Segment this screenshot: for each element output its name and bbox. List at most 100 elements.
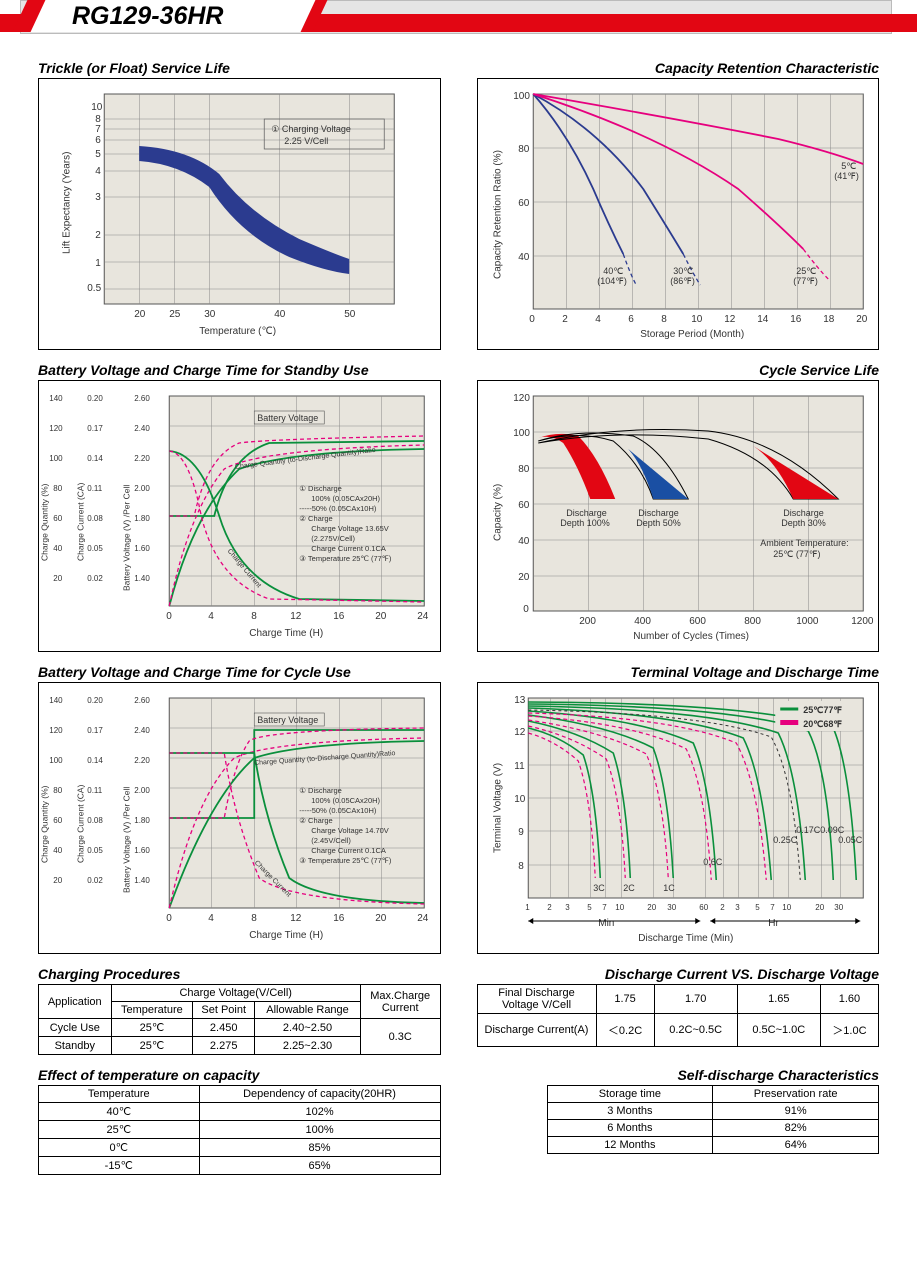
svg-text:0: 0 — [523, 604, 529, 615]
title-selfdis: Self-discharge Characteristics — [477, 1067, 880, 1083]
chart-cycleuse: Battery Voltage Charge Quantity (to-Disc… — [38, 682, 441, 954]
svg-text:Storage Period (Month): Storage Period (Month) — [640, 329, 744, 340]
svg-text:1.80: 1.80 — [134, 816, 150, 825]
svg-text:10: 10 — [782, 903, 791, 912]
svg-text:40: 40 — [53, 846, 62, 855]
svg-text:6: 6 — [628, 314, 634, 325]
svg-text:10: 10 — [91, 102, 103, 113]
table-charging: Application Charge Voltage(V/Cell) Max.C… — [38, 984, 441, 1055]
svg-text:200: 200 — [579, 616, 596, 627]
svg-text:1: 1 — [525, 903, 530, 912]
svg-text:7: 7 — [602, 903, 607, 912]
svg-text:9: 9 — [518, 827, 524, 838]
svg-text:0.11: 0.11 — [87, 786, 103, 795]
svg-text:0.02: 0.02 — [87, 876, 103, 885]
svg-text:60: 60 — [518, 500, 530, 511]
svg-text:20: 20 — [375, 913, 387, 924]
title-cyclelife: Cycle Service Life — [477, 362, 880, 378]
svg-text:(41℉): (41℉) — [834, 171, 859, 181]
svg-text:3: 3 — [565, 903, 570, 912]
svg-text:1.60: 1.60 — [134, 544, 150, 553]
svg-text:Discharge: Discharge — [566, 508, 607, 518]
svg-text:120: 120 — [49, 726, 63, 735]
svg-text:Battery Voltage (V) /Per Cell: Battery Voltage (V) /Per Cell — [121, 787, 131, 893]
svg-text:80: 80 — [53, 786, 62, 795]
svg-text:80: 80 — [518, 144, 530, 155]
svg-text:16: 16 — [790, 314, 802, 325]
svg-text:Charge Current 0.1CA: Charge Current 0.1CA — [311, 544, 386, 553]
svg-text:2.40: 2.40 — [134, 424, 150, 433]
svg-text:7: 7 — [770, 903, 775, 912]
title-discharge: Discharge Current VS. Discharge Voltage — [477, 966, 880, 982]
svg-text:2: 2 — [547, 903, 552, 912]
title-charging: Charging Procedures — [38, 966, 441, 982]
svg-text:24: 24 — [417, 913, 429, 924]
svg-text:30: 30 — [204, 309, 216, 320]
svg-text:40℃: 40℃ — [603, 266, 623, 276]
svg-text:25: 25 — [169, 309, 181, 320]
svg-text:120: 120 — [49, 424, 63, 433]
svg-text:0: 0 — [166, 611, 172, 622]
svg-text:0.6C: 0.6C — [703, 857, 723, 867]
svg-text:8: 8 — [518, 861, 524, 872]
svg-text:8: 8 — [251, 611, 257, 622]
svg-text:Charge Quantity (%): Charge Quantity (%) — [39, 785, 49, 863]
svg-text:13: 13 — [514, 695, 526, 706]
svg-text:60: 60 — [518, 198, 530, 209]
svg-text:1.80: 1.80 — [134, 514, 150, 523]
svg-text:0.20: 0.20 — [87, 394, 103, 403]
svg-text:5: 5 — [755, 903, 760, 912]
svg-text:(2.45V/Cell): (2.45V/Cell) — [311, 836, 351, 845]
svg-text:100: 100 — [513, 91, 530, 102]
svg-text:400: 400 — [634, 616, 651, 627]
svg-text:80: 80 — [53, 484, 62, 493]
svg-text:0.14: 0.14 — [87, 454, 103, 463]
svg-text:14: 14 — [757, 314, 769, 325]
svg-text:1.60: 1.60 — [134, 846, 150, 855]
svg-text:0.17: 0.17 — [87, 424, 103, 433]
svg-text:③ Temperature 25℃ (77℉): ③ Temperature 25℃ (77℉) — [299, 554, 392, 563]
svg-text:1C: 1C — [663, 883, 675, 893]
chart-terminal: 25℃77℉ 20℃68℉ 3C2C 1C0.6C 0.25C0.17C 0.0… — [477, 682, 880, 954]
svg-text:(77℉): (77℉) — [793, 276, 818, 286]
svg-text:Capacity (%): Capacity (%) — [492, 484, 503, 541]
svg-text:0.14: 0.14 — [87, 756, 103, 765]
svg-text:2.60: 2.60 — [134, 696, 150, 705]
svg-text:20: 20 — [856, 314, 868, 325]
svg-text:30: 30 — [834, 903, 843, 912]
svg-text:40: 40 — [518, 252, 530, 263]
svg-text:2C: 2C — [623, 883, 635, 893]
svg-text:20: 20 — [134, 309, 146, 320]
svg-text:Charge Current (CA): Charge Current (CA) — [75, 784, 85, 863]
svg-text:Depth 50%: Depth 50% — [636, 518, 681, 528]
svg-text:4: 4 — [208, 611, 214, 622]
svg-text:30: 30 — [667, 903, 676, 912]
svg-text:2.00: 2.00 — [134, 484, 150, 493]
svg-text:0.02: 0.02 — [87, 574, 103, 583]
svg-text:0.5: 0.5 — [87, 283, 101, 294]
svg-text:Depth 100%: Depth 100% — [560, 518, 610, 528]
svg-text:0.17: 0.17 — [87, 726, 103, 735]
svg-text:3: 3 — [735, 903, 740, 912]
svg-text:8: 8 — [661, 314, 667, 325]
svg-text:5: 5 — [95, 149, 101, 160]
svg-text:4: 4 — [208, 913, 214, 924]
svg-text:-----50% (0.05CAx10H): -----50% (0.05CAx10H) — [299, 806, 377, 815]
svg-text:Hr: Hr — [768, 918, 779, 929]
svg-text:20: 20 — [815, 903, 824, 912]
svg-text:Battery Voltage: Battery Voltage — [257, 413, 318, 423]
svg-text:20: 20 — [375, 611, 387, 622]
svg-text:Ambient Temperature:: Ambient Temperature: — [760, 538, 848, 548]
title-tempcap: Effect of temperature on capacity — [38, 1067, 441, 1083]
svg-text:10: 10 — [514, 794, 526, 805]
chart-trickle: ① Charging Voltage 2.25 V/Cell 108 76 54… — [38, 78, 441, 350]
svg-text:Temperature (℃): Temperature (℃) — [199, 326, 276, 337]
svg-text:10: 10 — [615, 903, 624, 912]
chart-cyclelife: DischargeDepth 100% DischargeDepth 50% D… — [477, 380, 880, 652]
svg-text:(104℉): (104℉) — [597, 276, 627, 286]
svg-text:① Discharge: ① Discharge — [299, 484, 342, 493]
svg-text:0.08: 0.08 — [87, 816, 103, 825]
svg-text:8: 8 — [251, 913, 257, 924]
svg-text:2.25 V/Cell: 2.25 V/Cell — [284, 136, 328, 146]
svg-text:100% (0.05CAx20H): 100% (0.05CAx20H) — [311, 796, 380, 805]
